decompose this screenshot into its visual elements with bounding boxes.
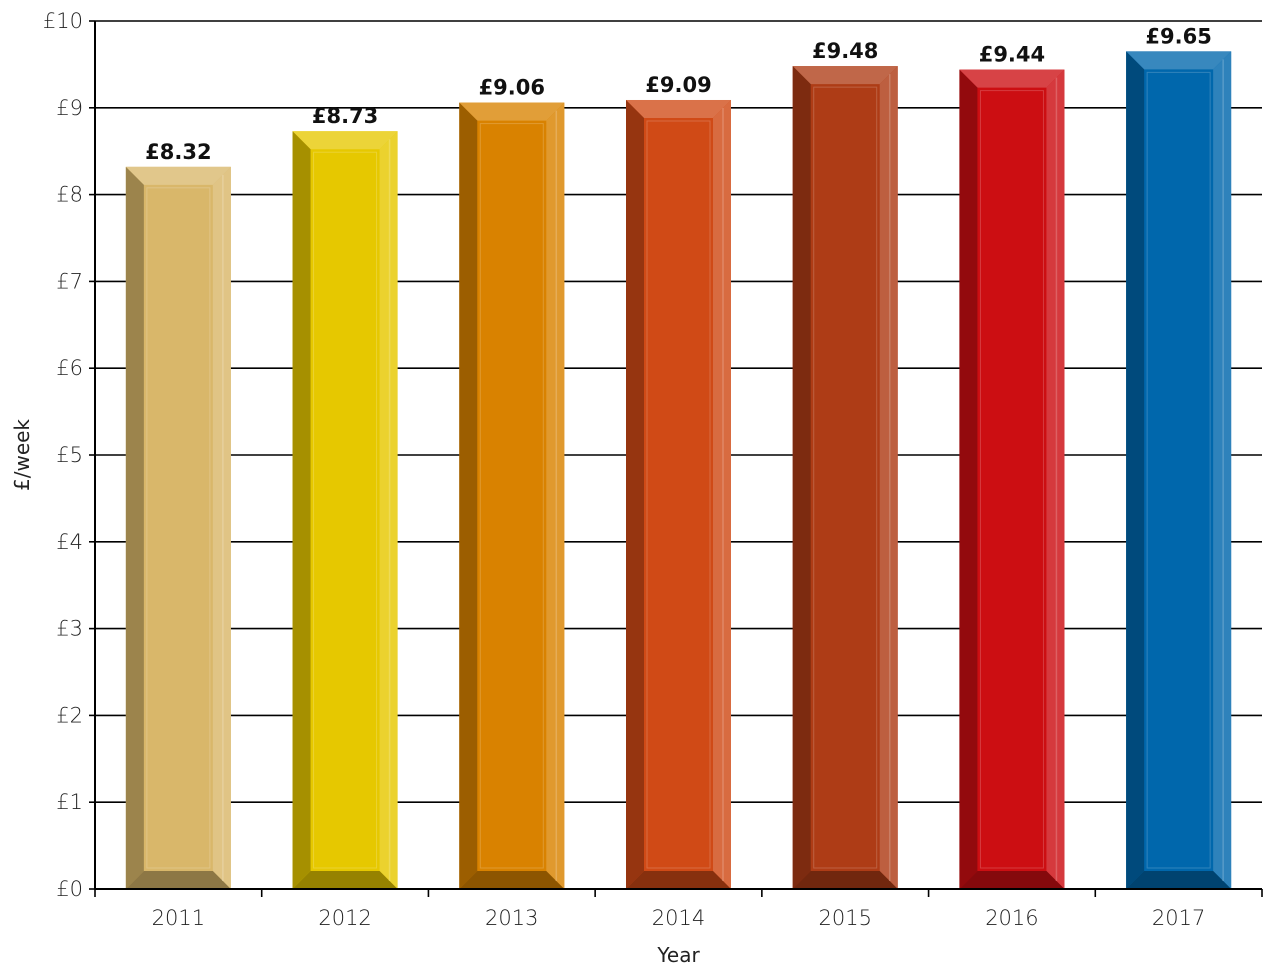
data-label: £9.09 xyxy=(645,73,711,97)
bar-highlight xyxy=(646,120,711,869)
y-tick-label: £3 xyxy=(56,617,83,641)
x-tick-label: 2015 xyxy=(818,906,871,930)
x-tick-label: 2012 xyxy=(318,906,371,930)
bar-highlight xyxy=(1146,71,1211,869)
y-tick-label: £8 xyxy=(56,183,83,207)
bar-bevel-top xyxy=(959,69,1065,88)
bar-highlight xyxy=(313,151,378,869)
bar-bevel-right xyxy=(713,99,731,890)
x-tick-label: 2017 xyxy=(1152,906,1205,930)
labels: £0 £1 £2 £3 £4 £5 £6 £7 £8 £9 £10 £8.32 2011 £8.73 201… xyxy=(43,9,1212,930)
y-tick-label: £0 xyxy=(56,877,83,901)
bar-bevel-right xyxy=(1046,69,1065,889)
x-axis-title: Year xyxy=(656,943,700,967)
bar xyxy=(792,66,898,890)
bar-bevel-bottom xyxy=(1126,871,1232,889)
bar-highlight xyxy=(979,90,1044,869)
x-tick-label: 2016 xyxy=(985,906,1038,930)
data-label: £9.65 xyxy=(1145,24,1211,48)
bar-bevel-right xyxy=(546,102,565,890)
bar-bevel-right xyxy=(212,166,231,890)
x-tick-label: 2011 xyxy=(152,906,205,930)
bar-bevel-top xyxy=(1126,51,1232,70)
y-tick-label: £10 xyxy=(43,9,83,33)
bar-bevel-bottom xyxy=(292,871,398,889)
y-tick-label: £4 xyxy=(56,530,83,554)
y-axis-title: £/week xyxy=(10,419,34,491)
data-label: £9.06 xyxy=(479,76,545,100)
y-tick-label: £7 xyxy=(56,269,83,293)
y-tick-label: £5 xyxy=(56,443,83,467)
bar-highlight xyxy=(813,86,878,869)
bar xyxy=(626,99,731,890)
y-tick-label: £1 xyxy=(56,790,83,814)
bar-bevel-top xyxy=(125,166,231,185)
bar xyxy=(125,166,231,890)
axes xyxy=(89,20,1263,897)
bar-bevel-top xyxy=(626,99,731,118)
bar xyxy=(459,102,565,890)
bar-bevel-bottom xyxy=(125,871,231,889)
bar-bevel-right xyxy=(1213,51,1232,889)
bar-bevel-left xyxy=(459,102,478,890)
x-tick-label: 2014 xyxy=(652,906,705,930)
bar-bevel-left xyxy=(626,99,644,890)
data-label: £8.73 xyxy=(312,104,378,128)
bar-bevel-bottom xyxy=(792,871,898,889)
bars xyxy=(125,51,1232,890)
bar-bevel-bottom xyxy=(459,871,565,889)
bar xyxy=(292,131,398,890)
bar-bevel-left xyxy=(1126,51,1145,889)
bar-bevel-right xyxy=(379,131,398,890)
bar-highlight xyxy=(479,123,544,869)
data-label: £9.48 xyxy=(812,39,878,63)
bar-bevel-top xyxy=(459,102,565,121)
y-tick-label: £6 xyxy=(56,356,83,380)
bar-bevel-top xyxy=(792,66,898,85)
data-label: £8.32 xyxy=(145,140,211,164)
bar-bevel-left xyxy=(792,66,811,890)
bar-bevel-left xyxy=(959,69,978,889)
y-tick-label: £2 xyxy=(56,703,83,727)
bar-bevel-bottom xyxy=(626,871,731,889)
bar-bevel-left xyxy=(125,166,144,890)
bar xyxy=(1126,51,1232,889)
y-tick-label: £9 xyxy=(56,96,83,120)
bar-bevel-right xyxy=(879,66,898,890)
data-label: £9.44 xyxy=(979,43,1045,67)
bar-bevel-top xyxy=(292,131,398,150)
bar xyxy=(959,69,1065,889)
x-tick-label: 2013 xyxy=(485,906,538,930)
bar-highlight xyxy=(146,187,211,869)
bar-bevel-left xyxy=(292,131,311,890)
bar-bevel-bottom xyxy=(959,871,1065,889)
